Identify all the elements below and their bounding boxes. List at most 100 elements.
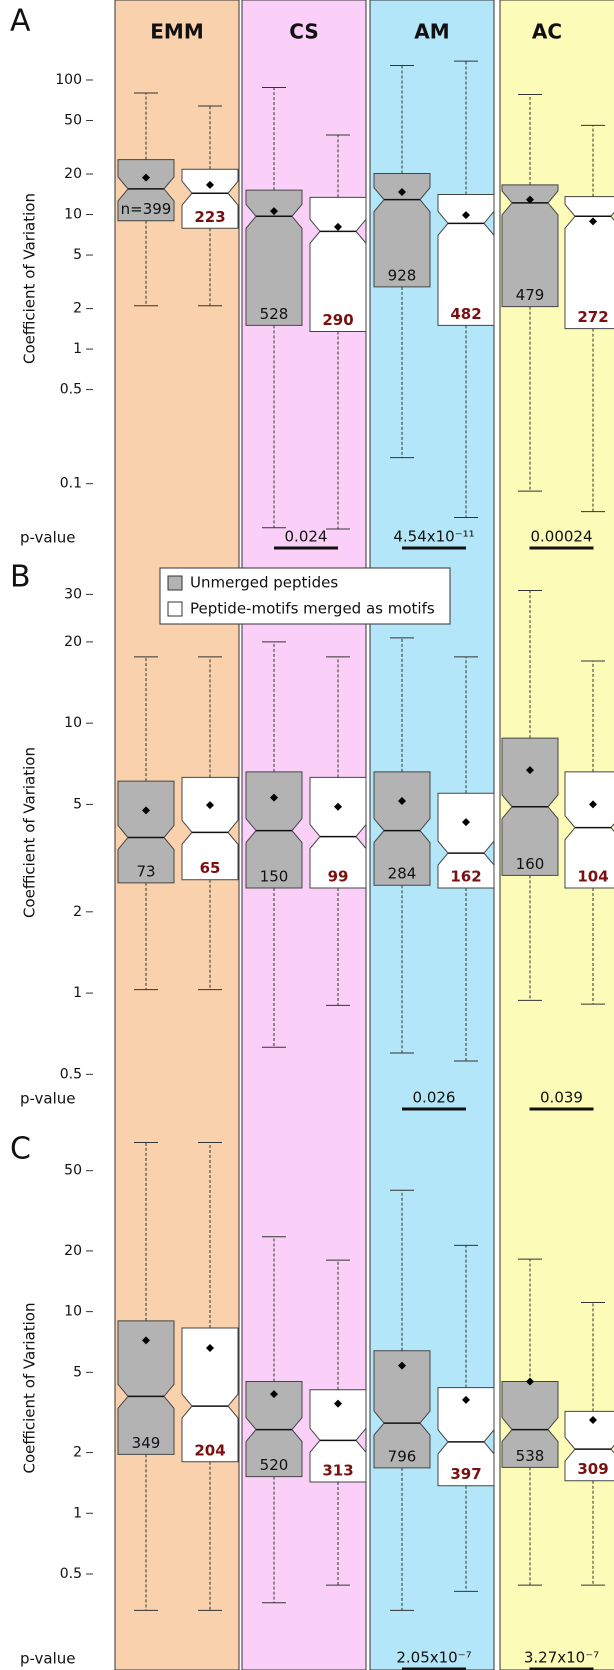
sample-size: 204 [194,1441,225,1459]
mean-marker [589,800,597,809]
mean-marker [334,222,342,231]
mean-marker [398,1361,406,1370]
panel-label: A [10,4,31,39]
mean-marker [398,796,406,805]
p-value: 3.27x10⁻⁷ [524,1649,599,1667]
box [117,159,175,222]
y-tick-label: 30 [64,586,82,602]
y-tick-label: 5 [73,247,82,263]
y-tick-label: 1 [73,1505,82,1521]
y-tick-label: 100 [55,72,82,88]
box [181,776,239,881]
legend-label: Unmerged peptides [190,574,338,592]
sample-size: n=399 [121,200,172,218]
y-tick-label: 50 [64,1163,82,1179]
y-tick-label: 20 [64,1243,82,1259]
box [373,771,431,886]
y-tick-label: 0.5 [60,382,82,398]
legend-swatch [167,575,183,591]
y-tick-label: 20 [64,634,82,650]
sample-size: 99 [328,868,349,886]
sample-size: 309 [577,1460,608,1478]
y-tick-label: 10 [64,207,82,223]
box [181,168,239,229]
sample-size: 520 [260,1456,289,1474]
y-tick-label: 20 [64,166,82,182]
sample-size: 482 [450,305,481,323]
box [564,771,614,889]
p-value-label: p-value [20,1090,76,1108]
mean-marker [526,766,534,775]
box [373,1350,431,1469]
box [437,792,495,889]
y-tick-label: 0.5 [60,1066,82,1082]
mean-marker [589,1416,597,1425]
sample-size: 104 [577,868,608,886]
sample-size: 73 [136,862,155,880]
mean-marker [270,1390,278,1399]
box [245,189,303,326]
sample-size: 160 [516,855,545,873]
box [501,184,559,308]
sample-size: 65 [200,859,221,877]
y-tick-label: 2 [73,301,82,317]
mean-marker [206,180,214,189]
y-tick-label: 0.5 [60,1566,82,1582]
y-tick-label: 10 [64,715,82,731]
box [181,1327,239,1463]
p-value: 0.026 [413,1089,456,1107]
y-tick-label: 0.1 [60,476,82,492]
mean-marker [462,818,470,827]
y-axis-label: Coefficient of Variation [21,193,39,364]
box [501,1381,559,1468]
mean-marker [462,211,470,220]
column-header: AM [414,20,449,44]
sample-size: 796 [388,1447,417,1465]
y-tick-label: 5 [73,796,82,812]
column-header: EMM [150,20,203,44]
column-header: CS [289,20,318,44]
box [437,193,495,326]
mean-marker [206,1344,214,1353]
mean-marker [142,173,150,182]
y-tick-label: 2 [73,1445,82,1461]
sample-size: 538 [516,1447,545,1465]
mean-marker [334,802,342,811]
mean-marker [270,793,278,802]
box [564,1410,614,1482]
box [309,776,367,889]
y-tick-label: 2 [73,904,82,920]
p-value: 2.05x10⁻⁷ [396,1649,471,1667]
y-axis-label: Coefficient of Variation [21,747,39,918]
panel-label: B [10,560,31,595]
p-value: 0.024 [285,528,328,546]
p-value: 0.00024 [530,528,592,546]
sample-size: 223 [194,208,225,226]
mean-marker [526,195,534,204]
mean-marker [142,806,150,815]
column-header: AC [532,20,562,44]
legend-box [159,567,451,625]
sample-size: 349 [132,1434,161,1452]
sample-size: 150 [260,868,289,886]
p-value-label: p-value [20,529,76,547]
y-tick-label: 1 [73,341,82,357]
panel-label: C [10,1132,31,1167]
sample-size: 272 [577,308,608,326]
mean-marker [526,1377,534,1386]
sample-size: 162 [450,868,481,886]
p-value: 4.54x10⁻¹¹ [393,528,474,546]
mean-marker [206,801,214,810]
box [117,1320,175,1455]
box [373,172,431,288]
mean-marker [462,1395,470,1404]
mean-marker [142,1336,150,1345]
sample-size: 290 [322,311,353,329]
legend-swatch [167,601,183,617]
y-tick-label: 1 [73,985,82,1001]
box [117,780,175,884]
y-tick-label: 10 [64,1304,82,1320]
box [309,1389,367,1483]
sample-size: 284 [388,865,417,883]
